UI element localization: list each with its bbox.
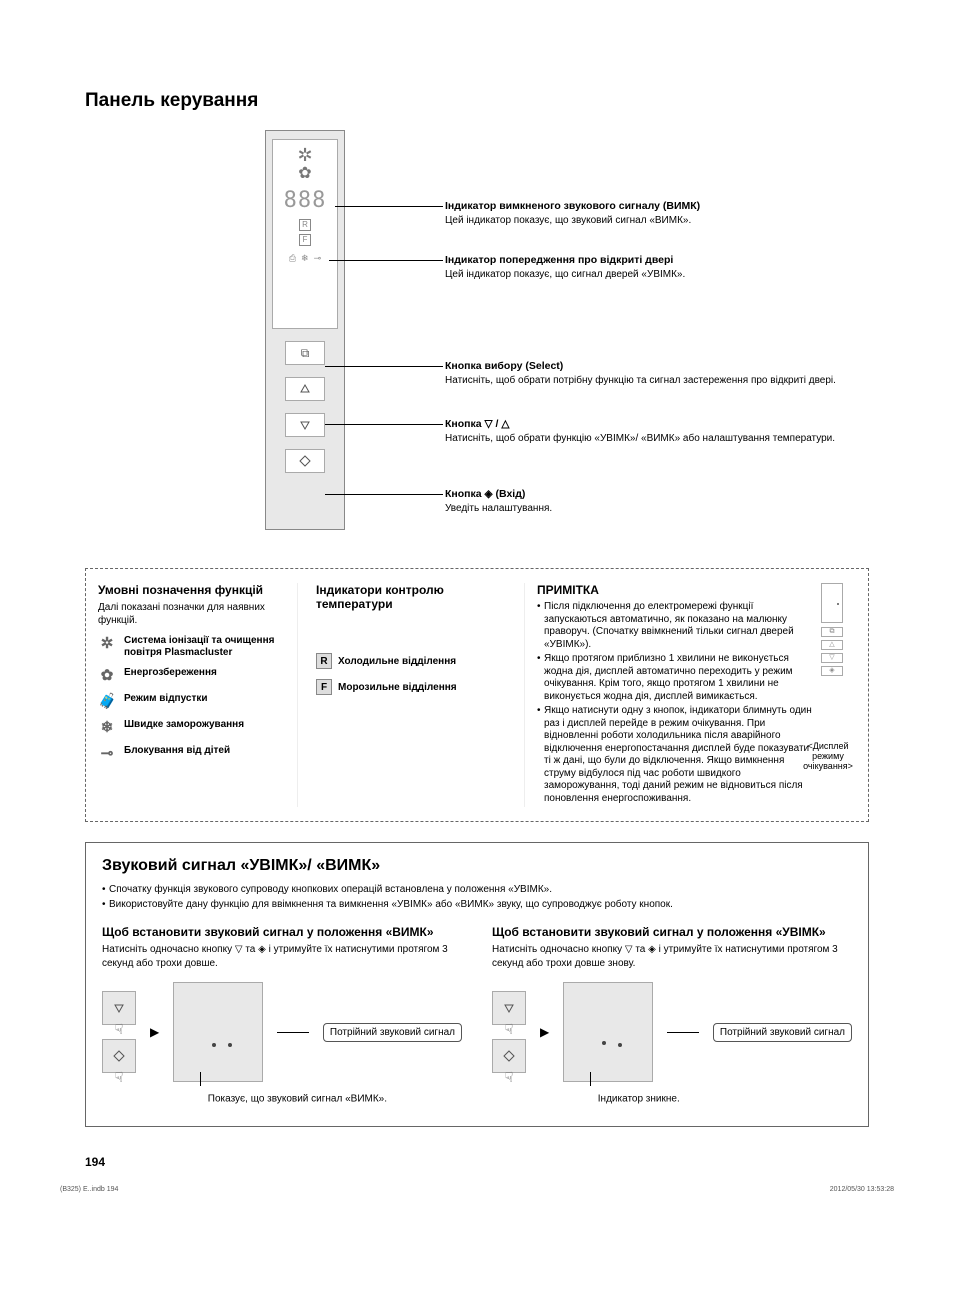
- sound-off-instruction: Натисніть одночасно кнопку ▽ та ◈ і утри…: [102, 943, 462, 970]
- callout-door-open: Індикатор попередження про відкриті двер…: [445, 254, 845, 281]
- sound-section: Звуковий сигнал «УВІМК»/ «ВИМК» Спочатку…: [85, 842, 869, 1127]
- temp-row-r: R Холодильне відділення: [316, 653, 506, 669]
- eco-icon: ✿: [298, 166, 311, 182]
- status-icons-row: ⎙ ❄ ⊸: [289, 253, 321, 264]
- eco-icon: ✿: [98, 667, 116, 685]
- callout-title: Кнопка ▽ / △: [445, 418, 845, 432]
- page-number: 194: [85, 1155, 869, 1169]
- sound-intro: Використовуйте дану функцію для ввімкнен…: [102, 898, 852, 912]
- standby-mini-panel: ⧉ △ ▽ ◈: [818, 583, 846, 679]
- mini-caption: <Дисплей режиму очікування>: [798, 742, 858, 772]
- callout-text: Натисніть, щоб обрати потрібну функцію т…: [445, 374, 845, 387]
- note-bullet: Якщо протягом приблизно 1 хвилини не вик…: [537, 653, 814, 703]
- result-display: [173, 982, 263, 1082]
- callout-enter: Кнопка ◈ (Вхід) Уведіть налаштування.: [445, 488, 845, 515]
- legend-box: Умовні позначення функцій Далі показані …: [85, 568, 869, 822]
- f-badge: F: [316, 679, 332, 695]
- callout-title: Індикатор попередження про відкриті двер…: [445, 254, 845, 268]
- callout-title: Кнопка вибору (Select): [445, 360, 845, 374]
- sound-off-title: Щоб встановити звуковий сигнал у положен…: [102, 925, 462, 939]
- note-column: ПРИМІТКА Після підключення до електромер…: [524, 583, 856, 807]
- arrow-right-icon: ▶: [150, 1025, 159, 1039]
- note-bullet: Після підключення до електромережі функц…: [537, 601, 814, 651]
- f-indicator: F: [299, 234, 311, 246]
- sound-on-title: Щоб встановити звуковий сигнал у положен…: [492, 925, 852, 939]
- sound-off-column: Щоб встановити звуковий сигнал у положен…: [102, 925, 462, 1106]
- select-button[interactable]: ⧉: [285, 341, 325, 365]
- hand-icon: ☟: [115, 1069, 124, 1086]
- panel-display-area: ✲ ✿ 888 R F ⎙ ❄ ⊸: [272, 139, 338, 329]
- snow-icon: ❄: [301, 253, 309, 264]
- callout-text: Натисніть, щоб обрати функцію «УВІМК»/ «…: [445, 432, 845, 445]
- r-badge: R: [316, 653, 332, 669]
- sound-intro: Спочатку функція звукового супроводу кно…: [102, 883, 852, 897]
- enter-button-press[interactable]: ☟: [102, 1039, 136, 1073]
- up-button[interactable]: [285, 377, 325, 401]
- arrow-right-icon: ▶: [540, 1025, 549, 1039]
- footer-right: 2012/05/30 13:53:28: [830, 1186, 894, 1193]
- snowflake-icon: ❄: [98, 719, 116, 737]
- temp-title: Індикатори контролю температури: [316, 583, 506, 611]
- down-button-press[interactable]: ☟: [492, 991, 526, 1025]
- result-display: [563, 982, 653, 1082]
- key-icon: ⊸: [98, 745, 116, 763]
- sound-on-column: Щоб встановити звуковий сигнал у положен…: [492, 925, 852, 1106]
- plasmacluster-icon: ✲: [98, 635, 116, 653]
- note-bullet: Якщо натиснути одну з кнопок, індикатори…: [537, 705, 814, 805]
- legend-subtitle: Далі показані позначки для наявних функц…: [98, 601, 289, 627]
- down-button-press[interactable]: ☟: [102, 991, 136, 1025]
- sound-off-caption: Показує, що звуковий сигнал «ВИМК».: [156, 1092, 462, 1106]
- temp-legend: Індикатори контролю температури R Холоди…: [316, 583, 506, 807]
- sound-on-caption: Індикатор зникне.: [546, 1092, 852, 1106]
- enter-button-press[interactable]: ☟: [492, 1039, 526, 1073]
- hand-icon: ☟: [505, 1021, 514, 1038]
- page-title: Панель керування: [85, 90, 869, 112]
- legend-title: Умовні позначення функцій: [98, 583, 289, 597]
- control-panel-mock: ✲ ✿ 888 R F ⎙ ❄ ⊸ ⧉: [265, 130, 345, 530]
- sound-on-instruction: Натисніть одночасно кнопку ▽ та ◈ і утри…: [492, 943, 852, 970]
- legend-item-childlock: ⊸Блокування від дітей: [98, 745, 289, 763]
- enter-button[interactable]: [285, 449, 325, 473]
- sound-title: Звуковий сигнал «УВІМК»/ «ВИМК»: [102, 857, 852, 875]
- suitcase-icon: 🧳: [98, 693, 116, 711]
- sound-bubble: Потрійний звуковий сигнал: [713, 1023, 852, 1042]
- callout-text: Уведіть налаштування.: [445, 502, 845, 515]
- callout-text: Цей індикатор показує, що звуковий сигна…: [445, 214, 845, 227]
- hand-icon: ☟: [115, 1021, 124, 1038]
- callout-title: Кнопка ◈ (Вхід): [445, 488, 845, 502]
- footer-left: (B325) E..indb 194: [60, 1186, 118, 1193]
- sound-bubble: Потрійний звуковий сигнал: [323, 1023, 462, 1042]
- legend-item-fastfreeze: ❄Швидке заморожування: [98, 719, 289, 737]
- note-title: ПРИМІТКА: [537, 583, 856, 597]
- print-footer: (B325) E..indb 194 2012/05/30 13:53:28: [60, 1186, 894, 1193]
- callout-text: Цей індикатор показує, що сигнал дверей …: [445, 268, 845, 281]
- legend-item-eco: ✿Енергозбереження: [98, 667, 289, 685]
- control-panel-diagram: ✲ ✿ 888 R F ⎙ ❄ ⊸ ⧉ Індикатор вимкненого…: [85, 130, 869, 550]
- legend-item-plasmacluster: ✲Система іонізації та очищення повітря P…: [98, 635, 289, 659]
- plasmacluster-icon: ✲: [297, 146, 312, 164]
- door-icon: ⎙: [289, 253, 296, 264]
- lock-icon: ⊸: [314, 253, 322, 264]
- callout-sound-off: Індикатор вимкненого звукового сигналу (…: [445, 200, 845, 227]
- down-button[interactable]: [285, 413, 325, 437]
- hand-icon: ☟: [505, 1069, 514, 1086]
- temp-row-f: F Морозильне відділення: [316, 679, 506, 695]
- callout-title: Індикатор вимкненого звукового сигналу (…: [445, 200, 845, 214]
- legend-item-vacation: 🧳Режим відпустки: [98, 693, 289, 711]
- callout-up-down: Кнопка ▽ / △ Натисніть, щоб обрати функц…: [445, 418, 845, 445]
- r-indicator: R: [299, 219, 311, 231]
- function-legend: Умовні позначення функцій Далі показані …: [98, 583, 298, 807]
- segment-display: 888: [284, 188, 327, 213]
- callout-select: Кнопка вибору (Select) Натисніть, щоб об…: [445, 360, 845, 387]
